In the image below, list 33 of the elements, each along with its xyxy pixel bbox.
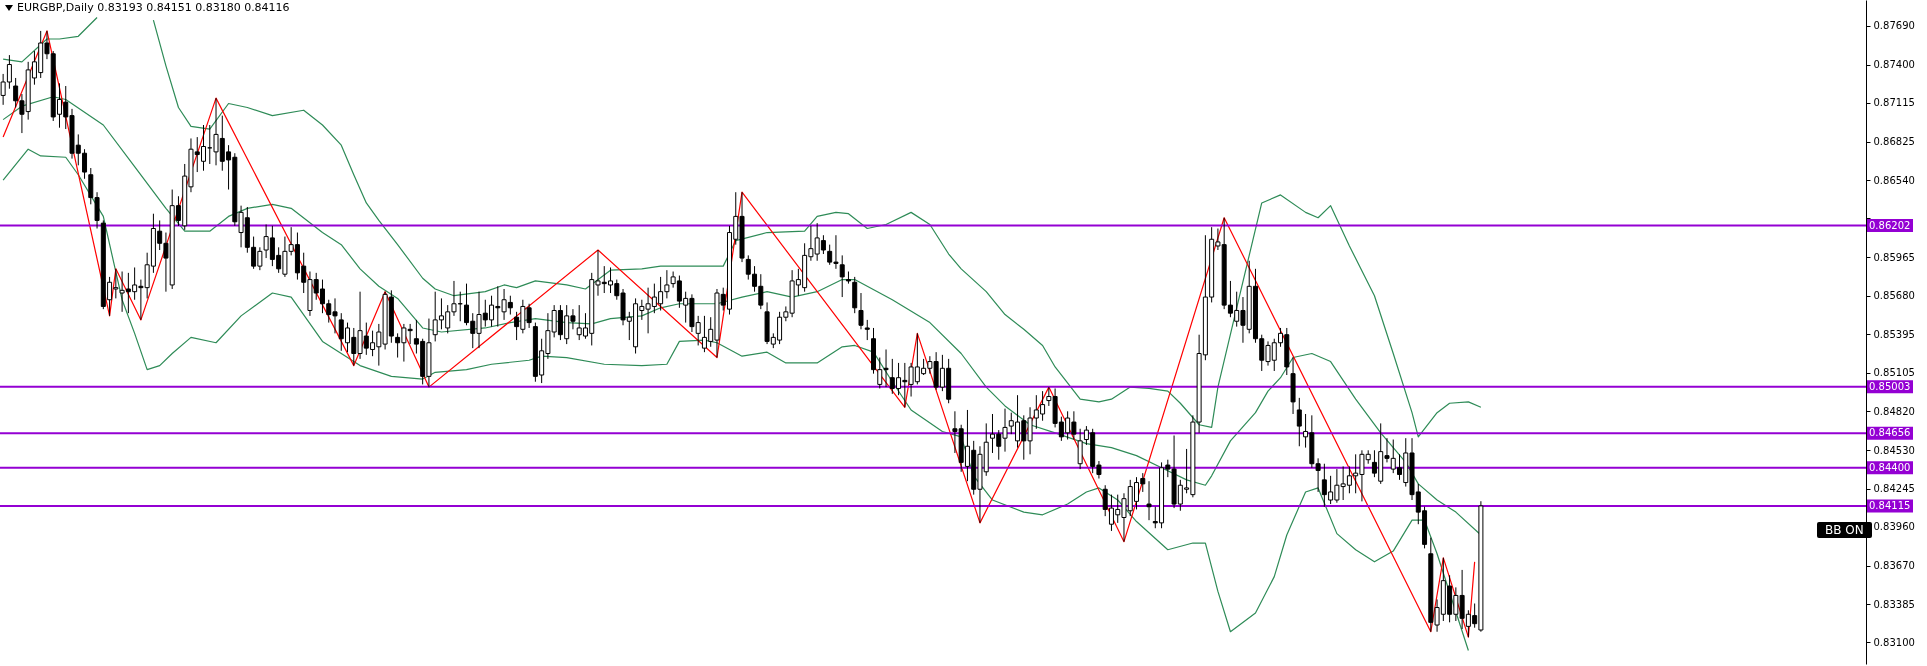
y-tick-label: 0.85965 [1873, 251, 1915, 263]
y-tick-label: 0.86825 [1873, 136, 1915, 148]
line-series [152, 19, 1482, 438]
chart-title: EURGBP,Daily 0.83193 0.84151 0.83180 0.84116 [17, 1, 290, 14]
y-tick-label: 0.87400 [1873, 59, 1915, 71]
candlestick [839, 254, 845, 298]
candlestick [1296, 397, 1302, 447]
y-tick-label: 0.83100 [1873, 636, 1915, 648]
ref-line-label: 0.84115 [1869, 500, 1911, 512]
line-series [2, 16, 98, 63]
ref-line-label: 0.86202 [1869, 219, 1911, 231]
y-tick-label: 0.85105 [1873, 367, 1915, 379]
y-tick-label: 0.83385 [1873, 598, 1915, 610]
y-tick-label: 0.84820 [1873, 405, 1915, 417]
candlestick [858, 292, 864, 330]
y-tick-label: 0.87690 [1873, 20, 1915, 32]
ref-line-label: 0.84400 [1869, 461, 1911, 473]
y-tick-label: 0.86540 [1873, 174, 1915, 186]
annotation: BB ON [1817, 522, 1872, 538]
y-tick-label: 0.84245 [1873, 483, 1915, 495]
y-tick-label: 0.87115 [1873, 97, 1915, 109]
y-tick-label: 0.85395 [1873, 328, 1915, 340]
ref-line-label: 0.84656 [1869, 427, 1911, 439]
line-series [2, 30, 1476, 638]
ref-line-label: 0.85003 [1869, 380, 1911, 392]
candlestick [1077, 428, 1083, 470]
candlestick [1146, 480, 1152, 521]
y-tick-label: 0.83670 [1873, 560, 1915, 572]
candlestick [864, 319, 870, 341]
y-tick-label: 0.84530 [1873, 444, 1915, 456]
y-tick-label: 0.83960 [1873, 521, 1915, 533]
y-tick-label: 0.85680 [1873, 290, 1915, 302]
line-series [2, 148, 1469, 652]
